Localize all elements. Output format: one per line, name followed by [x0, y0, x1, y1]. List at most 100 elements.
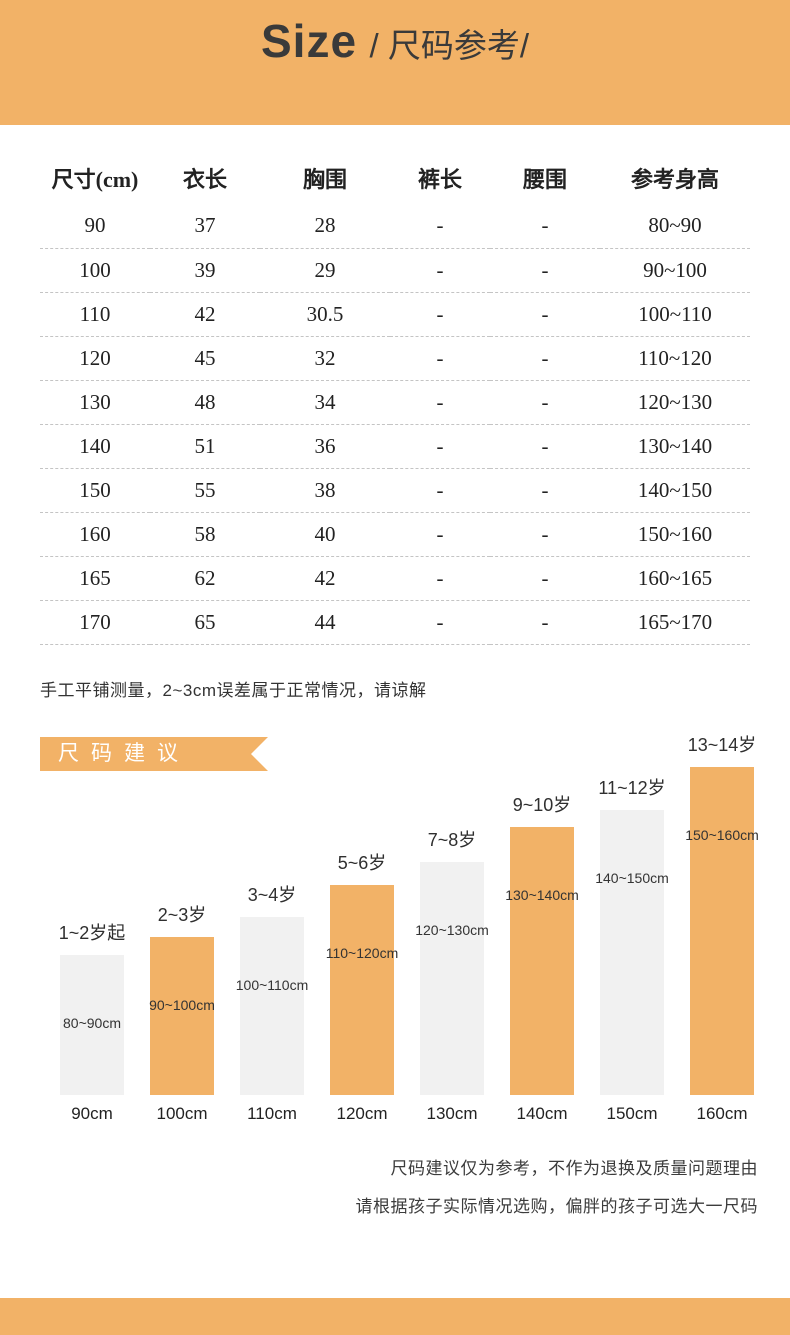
table-row: 140 51 36- -130~140 [40, 424, 750, 469]
table-cell: - [390, 468, 490, 513]
table-cell: 165~170 [600, 600, 750, 645]
measure-note: 手工平铺测量，2~3cm误差属于正常情况，请谅解 [40, 681, 427, 700]
footnote-line-1: 尺码建议仅为参考，不作为退换及质量问题理由 [390, 1159, 758, 1178]
header-band: Size / 尺码参考/ [0, 0, 790, 125]
bar-height-range-label: 90~100cm [149, 997, 215, 1013]
table-row: 165 62 42- -160~165 [40, 556, 750, 601]
table-cell: - [490, 512, 600, 557]
size-table-header: 腰围 [522, 167, 567, 192]
bar-height-range-label: 130~140cm [505, 887, 579, 903]
table-cell: 32 [260, 336, 390, 381]
table-cell: - [490, 600, 600, 645]
table-cell: 42 [260, 556, 390, 601]
table-cell: 28 [260, 204, 390, 249]
table-cell: 58 [150, 512, 260, 557]
bar-age-label: 3~4岁 [247, 885, 297, 905]
chart-bar: 100~110cm [236, 917, 308, 1095]
bar-age-label: 13~14岁 [687, 735, 757, 755]
chart-x-label: 160cm [696, 1104, 748, 1123]
table-cell: 44 [260, 600, 390, 645]
bar-age-label: 2~3岁 [157, 905, 207, 925]
size-table-header: 衣长 [182, 167, 227, 192]
table-cell: 45 [150, 336, 260, 381]
table-cell: 150 [40, 468, 150, 513]
table-cell: 65 [150, 600, 260, 645]
table-row: 110 42 30.5- -100~110 [40, 292, 750, 337]
chart-x-label: 120cm [336, 1104, 388, 1123]
table-cell: 130~140 [600, 424, 750, 469]
table-cell: 62 [150, 556, 260, 601]
table-cell: - [390, 204, 490, 249]
table-row: 160 58 40- -150~160 [40, 512, 750, 557]
page-title: Size / 尺码参考/ [0, 14, 790, 68]
table-cell: - [390, 248, 490, 293]
table-cell: - [390, 380, 490, 425]
bar-age-label: 7~8岁 [427, 830, 477, 850]
bar-height-range-label: 100~110cm [235, 977, 309, 993]
bar-age-label: 1~2岁起 [58, 923, 126, 943]
table-cell: 100 [40, 248, 150, 293]
bar-age-label: 9~10岁 [512, 795, 572, 815]
size-bar-chart: 80~90cm 1~2岁起 90~100cm 2~3岁 100~110cm 3~4岁 110… [0, 730, 790, 1095]
table-cell: 37 [150, 204, 260, 249]
chart-bar: 120~130cm [415, 862, 489, 1095]
table-cell: - [390, 336, 490, 381]
table-row: 90 37 28- -80~90 [40, 204, 750, 249]
size-table-header: 参考身高 [630, 167, 719, 192]
footnote-line-2: 请根据孩子实际情况选购，偏胖的孩子可选大一尺码 [355, 1197, 758, 1216]
table-row: 100 39 29- -90~100 [40, 248, 750, 293]
table-cell: - [490, 556, 600, 601]
ribbon-label: 尺码建议 [58, 742, 190, 765]
bar-height-range-label: 150~160cm [685, 827, 759, 843]
table-cell: - [490, 292, 600, 337]
table-cell: 51 [150, 424, 260, 469]
bar-height-range-label: 140~150cm [595, 870, 669, 886]
table-row: 120 45 32- -110~120 [40, 336, 750, 381]
table-cell: 160 [40, 512, 150, 557]
table-cell: - [390, 600, 490, 645]
chart-x-label: 130cm [426, 1104, 478, 1123]
table-cell: 165 [40, 556, 150, 601]
title-chinese: / 尺码参考/ [369, 27, 529, 64]
chart-bar: 130~140cm [505, 827, 579, 1095]
title-english: Size [260, 15, 358, 67]
size-table-header: 裤长 [417, 167, 462, 192]
chart-x-label: 150cm [606, 1104, 658, 1123]
size-suggestion-ribbon: 尺码建议 [40, 737, 268, 771]
size-table-header: 胸围 [302, 167, 347, 192]
size-table: 尺寸(cm) 衣长 胸围 裤长 腰围 参考身高 90 37 28- -80~90 100 39 29-… [40, 152, 750, 645]
bar-age-label: 11~12岁 [598, 778, 666, 798]
table-cell: - [390, 424, 490, 469]
size-table-body: 90 37 28- -80~90 100 39 29- -90~100 110 42 30.5- -1… [40, 204, 750, 645]
table-cell: - [390, 556, 490, 601]
table-cell: - [490, 204, 600, 249]
table-cell: 55 [150, 468, 260, 513]
chart-footnote: 尺码建议仅为参考，不作为退换及质量问题理由 请根据孩子实际情况选购，偏胖的孩子可… [356, 1150, 759, 1226]
table-cell: - [390, 292, 490, 337]
table-cell: 42 [150, 292, 260, 337]
table-cell: 48 [150, 380, 260, 425]
table-cell: 140 [40, 424, 150, 469]
table-cell: 90 [40, 204, 150, 249]
table-cell: 29 [260, 248, 390, 293]
bar-height-range-label: 110~120cm [325, 945, 399, 961]
chart-bar: 140~150cm [595, 810, 669, 1095]
bar-height-range-label: 120~130cm [415, 922, 489, 938]
table-row: 150 55 38- -140~150 [40, 468, 750, 513]
table-cell: 34 [260, 380, 390, 425]
chart-bar: 150~160cm [685, 767, 759, 1095]
table-cell: 80~90 [600, 204, 750, 249]
chart-x-label: 90cm [71, 1104, 113, 1123]
table-cell: 40 [260, 512, 390, 557]
chart-x-label: 110cm [247, 1104, 297, 1123]
table-cell: 36 [260, 424, 390, 469]
table-cell: - [490, 424, 600, 469]
size-table-head-row: 尺寸(cm) 衣长 胸围 裤长 腰围 参考身高 [40, 152, 750, 204]
table-cell: 39 [150, 248, 260, 293]
footer-band [0, 1298, 790, 1335]
chart-x-label: 140cm [516, 1104, 568, 1123]
table-cell: 140~150 [600, 468, 750, 513]
table-row: 130 48 34- -120~130 [40, 380, 750, 425]
chart-bar: 80~90cm [60, 955, 124, 1095]
table-cell: 120 [40, 336, 150, 381]
